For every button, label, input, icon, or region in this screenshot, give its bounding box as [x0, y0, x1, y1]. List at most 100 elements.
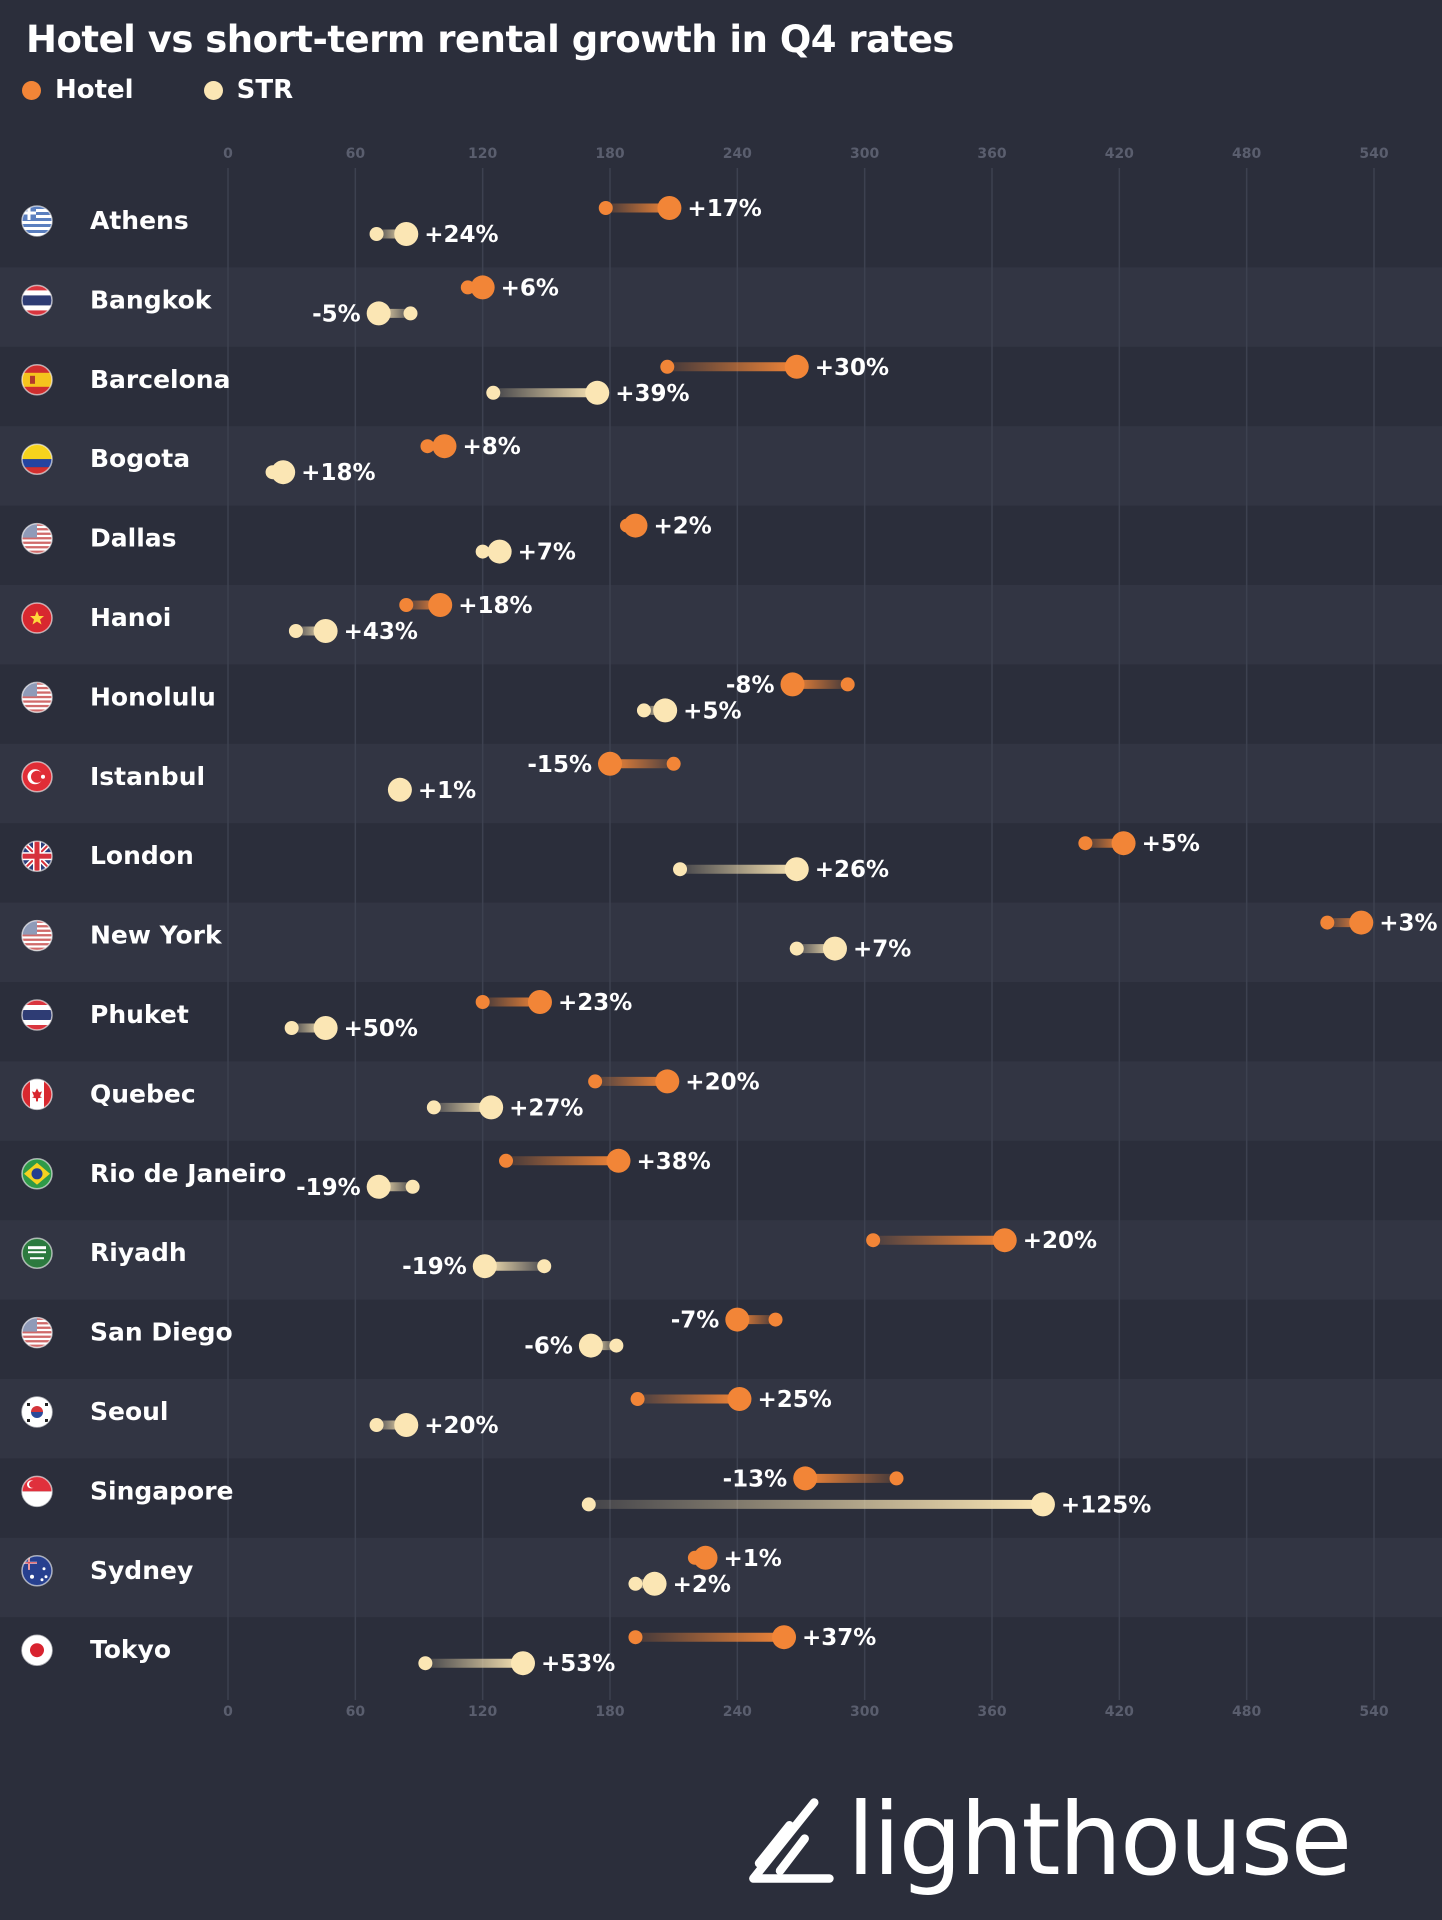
hotel-dumbbell: -7%: [671, 1307, 783, 1334]
str-end-point: [822, 936, 847, 961]
row-seoul: Seoul +25% +20%: [21, 1387, 832, 1439]
str-dumbbell: -19%: [296, 1174, 420, 1201]
str-end-point: [313, 1016, 338, 1040]
hotel-end-point: [992, 1228, 1017, 1253]
str-change-label: +5%: [683, 698, 741, 724]
hotel-end-point: [470, 275, 495, 300]
str-start-point: [426, 1100, 441, 1115]
x-tick-label-top: 420: [1105, 146, 1134, 162]
str-start-point: [537, 1259, 552, 1274]
saudi-arabia-flag-icon: [21, 1237, 53, 1269]
str-end-point: [653, 698, 678, 723]
str-start-point: [405, 1179, 420, 1194]
x-tick-label-bottom: 0: [223, 1704, 233, 1720]
row-barcelona: Barcelona +30% +39%: [21, 354, 889, 407]
hotel-dumbbell: +25%: [630, 1387, 832, 1413]
row-istanbul: Istanbul -15% +1%: [21, 751, 681, 804]
hotel-end-point: [725, 1307, 750, 1332]
str-start-point: [636, 703, 651, 718]
dumbbell-chart: 0 0 60 60 120 120 180 180 240 240 300 300 360 360 420 4…: [0, 146, 1442, 1720]
x-tick-label-top: 0: [223, 146, 233, 162]
australia-flag-icon: [21, 1555, 53, 1587]
hotel-change-label: +20%: [1023, 1228, 1097, 1254]
city-label: Singapore: [90, 1476, 234, 1505]
x-tick-label-bottom: 480: [1232, 1704, 1261, 1720]
str-dumbbell: +20%: [369, 1413, 499, 1439]
legend-item-str: STR: [203, 75, 293, 105]
usa-flag-icon: [21, 1316, 53, 1349]
city-label: Riyadh: [90, 1238, 187, 1267]
str-end-point: [366, 1174, 391, 1199]
city-label: Bangkok: [90, 285, 213, 314]
x-tick-label-bottom: 420: [1105, 1704, 1134, 1720]
row-stripe: [0, 743, 1442, 824]
hotel-change-label: +3%: [1379, 911, 1437, 937]
south-korea-flag-icon: [21, 1396, 53, 1428]
x-tick-label-bottom: 180: [595, 1704, 624, 1720]
row-phuket: Phuket +23% +50%: [21, 990, 632, 1042]
str-end-point: [394, 222, 419, 246]
row-singapore: Singapore -13% +125%: [21, 1466, 1151, 1518]
row-sydney: Sydney +1%+2%: [21, 1545, 782, 1598]
hotel-start-point: [1078, 836, 1093, 851]
hotel-start-point: [666, 756, 681, 771]
city-label: Quebec: [90, 1079, 196, 1108]
str-end-point: [642, 1571, 667, 1596]
x-tick-label-bottom: 300: [850, 1704, 879, 1720]
city-label: Dallas: [90, 524, 177, 553]
canada-flag-icon: [21, 1078, 53, 1111]
hotel-dumbbell: +17%: [598, 196, 762, 222]
str-dumbbell: +50%: [284, 1016, 418, 1042]
hotel-end-point: [780, 672, 805, 697]
legend-item-hotel: Hotel: [22, 75, 134, 105]
str-dumbbell: +27%: [426, 1095, 583, 1121]
str-change-label: -6%: [524, 1334, 573, 1360]
city-label: New York: [90, 921, 223, 950]
row-quebec: Quebec +20% +27%: [21, 1069, 760, 1121]
hotel-start-point: [399, 598, 414, 612]
hotel-end-point: [693, 1545, 718, 1570]
hotel-start-point: [840, 677, 855, 692]
str-start-point: [673, 862, 688, 877]
str-start-point: [486, 385, 501, 400]
str-start-point: [628, 1576, 643, 1591]
city-label: Hanoi: [90, 603, 171, 632]
brazil-flag-icon: [21, 1158, 53, 1190]
row-bogota: Bogota +8% +18%: [21, 434, 521, 486]
singapore-flag-icon: [21, 1475, 53, 1508]
x-tick-label-bottom: 540: [1359, 1704, 1388, 1720]
str-start-point: [609, 1338, 624, 1353]
city-label: Tokyo: [90, 1635, 171, 1664]
str-dumbbell: +24%: [369, 222, 499, 248]
str-change-label: -5%: [312, 301, 361, 327]
hotel-change-label: +5%: [1142, 831, 1200, 857]
thailand-flag-icon: [21, 999, 53, 1031]
hotel-dumbbell: +2%: [619, 513, 712, 540]
row-tokyo: Tokyo +37% +53%: [21, 1625, 876, 1677]
str-change-label: +20%: [424, 1413, 498, 1439]
hotel-end-point: [606, 1148, 631, 1173]
str-start-point: [789, 941, 804, 956]
x-tick-label-bottom: 120: [468, 1704, 497, 1720]
hotel-change-label: +6%: [501, 275, 559, 301]
usa-flag-icon: [21, 522, 53, 555]
str-change-label: +43%: [344, 619, 418, 645]
hotel-start-point: [420, 439, 435, 454]
hotel-change-label: +2%: [653, 514, 711, 540]
hotel-end-point: [793, 1466, 818, 1491]
str-end-point: [479, 1095, 504, 1120]
str-start-point: [369, 227, 384, 241]
city-label: Athens: [90, 206, 189, 235]
thailand-flag-icon: [21, 284, 53, 317]
hotel-end-point: [623, 513, 648, 538]
hotel-start-point: [628, 1630, 643, 1645]
row-riyadh: Riyadh +20% -19%: [21, 1228, 1097, 1280]
legend-dot-str: [203, 80, 223, 100]
hotel-dumbbell: +3%: [1320, 910, 1438, 937]
row-bangkok: Bangkok +6% -5%: [21, 275, 559, 327]
hotel-end-point: [657, 196, 682, 220]
row-new-york: New York +3% +7%: [21, 910, 1438, 963]
hotel-change-label: -15%: [527, 752, 592, 778]
str-dumbbell: +125%: [581, 1492, 1151, 1518]
x-tick-label-bottom: 360: [977, 1704, 1006, 1720]
